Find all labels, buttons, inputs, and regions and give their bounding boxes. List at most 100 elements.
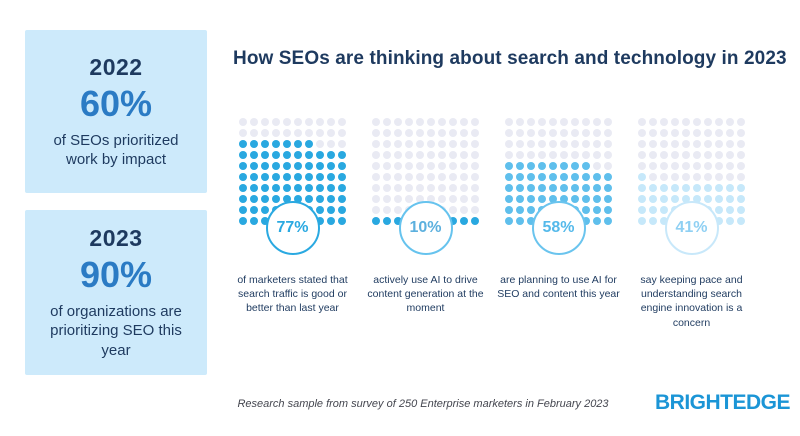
waffle-dot	[449, 129, 457, 137]
waffle-dot	[527, 140, 535, 148]
waffle-dot	[660, 129, 668, 137]
waffle-dot	[294, 129, 302, 137]
waffle-dot	[471, 184, 479, 192]
stat-year: 2022	[89, 53, 143, 80]
waffle-dot	[649, 118, 657, 126]
waffle-dot	[283, 140, 291, 148]
waffle-dot	[449, 162, 457, 170]
waffle-dot	[593, 217, 601, 225]
waffle-dot	[715, 118, 723, 126]
waffle-dot	[726, 217, 734, 225]
waffle-dot	[638, 206, 646, 214]
waffle-dot	[571, 129, 579, 137]
waffle-dot	[549, 195, 557, 203]
stat-card-2023: 2023 90% of organizations are prioritizi…	[25, 210, 207, 375]
waffle-dot	[327, 206, 335, 214]
waffle-dot	[649, 195, 657, 203]
waffle-dot	[538, 118, 546, 126]
waffle-dot	[338, 118, 346, 126]
waffle-dot	[527, 173, 535, 181]
waffle-dot	[316, 217, 324, 225]
waffle-dot	[471, 195, 479, 203]
waffle-dot	[505, 118, 513, 126]
waffle-dot	[693, 140, 701, 148]
waffle-dot	[316, 118, 324, 126]
waffle-dot	[693, 118, 701, 126]
waffle-dot	[582, 118, 590, 126]
waffle-dot	[693, 184, 701, 192]
waffle-dot	[516, 206, 524, 214]
waffle-dot	[660, 118, 668, 126]
waffle-dot	[471, 140, 479, 148]
waffle-dot	[460, 195, 468, 203]
waffle-dot	[460, 217, 468, 225]
waffle-dot	[604, 129, 612, 137]
waffle-dot	[516, 118, 524, 126]
waffle-dot	[538, 129, 546, 137]
waffle-dot	[394, 195, 402, 203]
waffle-dot	[638, 217, 646, 225]
percent-label: 58%	[542, 219, 575, 236]
waffle-dot	[582, 173, 590, 181]
waffle-dot	[438, 129, 446, 137]
waffle-dot	[527, 151, 535, 159]
waffle-dot	[505, 217, 513, 225]
waffle-dot	[305, 184, 313, 192]
waffle-dot	[582, 162, 590, 170]
waffle-dot	[527, 217, 535, 225]
waffle-dot	[338, 206, 346, 214]
waffle-dot	[737, 217, 745, 225]
stat-description: of SEOs prioritized work by impact	[53, 131, 179, 169]
waffle-dot	[538, 140, 546, 148]
waffle-dot	[394, 173, 402, 181]
waffle-dot	[571, 173, 579, 181]
waffle-dot	[327, 129, 335, 137]
waffle-dot	[239, 173, 247, 181]
waffle-dot	[261, 140, 269, 148]
waffle-dot	[316, 129, 324, 137]
brightedge-logo: BRIGHTEDGE	[654, 391, 791, 414]
waffle-dot	[250, 184, 258, 192]
waffle-dot	[704, 184, 712, 192]
waffle-dot	[338, 195, 346, 203]
waffle-dot	[737, 151, 745, 159]
waffle-dot	[438, 118, 446, 126]
waffle-dot	[671, 173, 679, 181]
waffle-dot	[516, 173, 524, 181]
waffle-dot	[549, 173, 557, 181]
waffle-dot	[460, 118, 468, 126]
waffle-dot	[593, 118, 601, 126]
waffle-dot	[582, 129, 590, 137]
waffle-dot	[527, 184, 535, 192]
waffle-dot	[726, 151, 734, 159]
waffle-dot	[516, 217, 524, 225]
waffle-dot	[649, 140, 657, 148]
waffle-dot	[671, 184, 679, 192]
waffle-dot	[372, 173, 380, 181]
percent-badge: 41%	[664, 201, 719, 255]
waffle-dot	[294, 118, 302, 126]
waffle-dot	[394, 184, 402, 192]
waffle-dot	[715, 184, 723, 192]
waffle-dot	[704, 195, 712, 203]
waffle-dot	[405, 151, 413, 159]
waffle-dot	[649, 206, 657, 214]
waffle-dot	[338, 217, 346, 225]
waffle-dot	[593, 162, 601, 170]
waffle-dot	[660, 206, 668, 214]
waffle-dot	[294, 162, 302, 170]
waffle-dot	[394, 162, 402, 170]
waffle-dot	[449, 184, 457, 192]
waffle-dot	[538, 173, 546, 181]
waffle-dot	[560, 184, 568, 192]
waffle-dot	[383, 129, 391, 137]
page-title: How SEOs are thinking about search and t…	[233, 48, 787, 69]
waffle-dot	[726, 195, 734, 203]
waffle-dot	[261, 129, 269, 137]
stat-card-2022: 2022 60% of SEOs prioritized work by imp…	[25, 30, 207, 193]
waffle-dot	[582, 195, 590, 203]
waffle-dot	[294, 195, 302, 203]
chart-caption: actively use AI to drive content generat…	[367, 274, 484, 315]
waffle-dot	[604, 118, 612, 126]
waffle-dot	[416, 162, 424, 170]
